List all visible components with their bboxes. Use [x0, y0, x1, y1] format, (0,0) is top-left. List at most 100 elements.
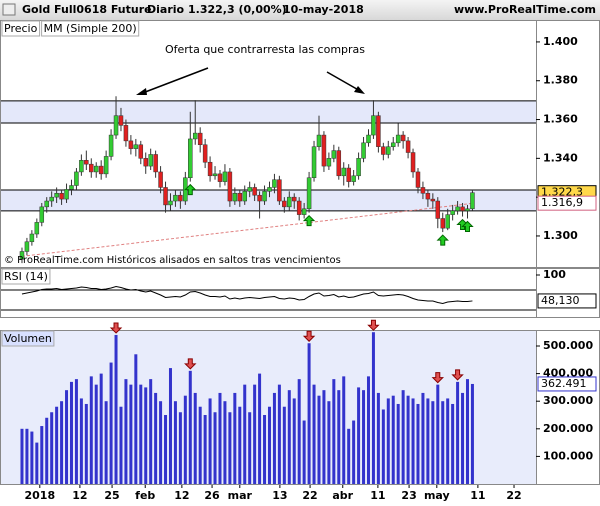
volume-bar: [40, 426, 44, 484]
volume-bar: [213, 412, 217, 484]
volume-bar: [302, 420, 306, 484]
rsi-line: [21, 285, 473, 305]
signal-arrow: [367, 319, 380, 331]
candle-body: [326, 158, 332, 167]
volume-bar: [60, 401, 64, 484]
panel-label-box: [41, 20, 140, 37]
volume-bar: [362, 390, 366, 484]
candle-body: [386, 146, 391, 155]
x-tick-label: 12: [174, 489, 189, 502]
volume-bar: [144, 387, 148, 484]
x-tick-label: mar: [228, 489, 253, 502]
candle-body: [400, 134, 406, 142]
volume-bar: [411, 398, 415, 484]
volume-bar: [436, 384, 440, 484]
header-icon: [2, 3, 16, 16]
volume-bar: [20, 428, 24, 484]
candle-body: [257, 194, 262, 202]
candle-body: [351, 175, 356, 182]
candle-body: [29, 233, 35, 243]
candle-body: [366, 134, 371, 144]
volume-bar: [401, 390, 405, 484]
candle-body: [153, 154, 158, 173]
volume-bar: [149, 379, 153, 484]
y-tick-label: 500.000: [543, 339, 593, 352]
volume-bar: [69, 381, 73, 484]
volume-bar: [109, 362, 113, 484]
candle-body: [470, 192, 475, 210]
volume-bar: [287, 390, 291, 484]
volume-bar: [312, 384, 316, 484]
y-tick-label: 100: [543, 268, 566, 281]
candle-body: [440, 218, 445, 229]
x-tick-label: 11: [470, 489, 485, 502]
annotation-arrowhead: [136, 88, 147, 95]
candle-body: [168, 200, 173, 206]
volume-bar: [104, 401, 108, 484]
level-band: [1, 189, 536, 211]
candle-body: [212, 173, 218, 177]
header-period: Diario: [147, 3, 185, 16]
panel: [0, 20, 537, 268]
panel-label-box: [1, 268, 51, 285]
volume-bar: [124, 379, 128, 484]
candle-body: [371, 115, 376, 136]
candle-body: [287, 196, 292, 208]
candle-body: [217, 173, 223, 182]
volume-bar: [376, 392, 380, 484]
volume-bar: [456, 381, 460, 484]
candle-body: [291, 196, 297, 202]
volume-bar: [421, 392, 425, 484]
volume-bar: [183, 395, 187, 484]
volume-bar: [188, 370, 192, 484]
volume-bar: [79, 398, 83, 484]
volume-bar: [233, 392, 237, 484]
x-tick-label: abr: [332, 489, 353, 502]
y-tick-label: 100.000: [543, 449, 593, 462]
candle-body: [108, 134, 114, 157]
volume-bar: [55, 406, 59, 484]
annotation: Oferta que contrarresta las compras: [165, 43, 365, 56]
volume-bar: [366, 376, 370, 484]
candle-body: [93, 165, 99, 173]
candle-body: [138, 144, 144, 159]
signal-arrow: [109, 322, 123, 334]
candle-body: [306, 177, 312, 210]
volume-bar: [317, 395, 321, 484]
volume-bar: [223, 401, 227, 484]
candle-body: [79, 160, 84, 173]
value-tag: [537, 195, 597, 211]
volume-bar: [297, 379, 301, 484]
candle-body: [425, 193, 431, 200]
annotation-arrowhead: [354, 86, 365, 94]
candle-body: [282, 200, 287, 208]
volume-bar: [203, 415, 207, 484]
value-tag: [537, 376, 597, 392]
candle-body: [192, 132, 198, 140]
volume-bar: [119, 406, 123, 484]
volume-bar: [99, 373, 103, 484]
y-tick-label: 200.000: [543, 422, 593, 435]
candle-body: [123, 125, 129, 142]
level-band: [1, 100, 536, 124]
volume-bar: [114, 334, 118, 484]
axis-panel: [536, 330, 600, 485]
candle-body: [242, 191, 247, 202]
moving-average: [21, 202, 473, 257]
candle-body: [331, 150, 337, 159]
candle-body: [197, 132, 203, 146]
volume-bar: [258, 373, 262, 484]
x-tick-label: 22: [506, 489, 521, 502]
value-tag-label: 362.491: [541, 377, 587, 390]
volume-bar: [154, 392, 158, 484]
candle-body: [410, 152, 416, 173]
candle-body: [395, 134, 401, 144]
volume-bar: [327, 401, 331, 484]
volume-bar: [65, 390, 69, 484]
x-tick-label: 25: [104, 489, 119, 502]
candle-body: [277, 179, 282, 202]
volume-bar: [396, 403, 400, 484]
y-tick-label: 1.400: [543, 35, 578, 48]
volume-bar: [347, 428, 351, 484]
